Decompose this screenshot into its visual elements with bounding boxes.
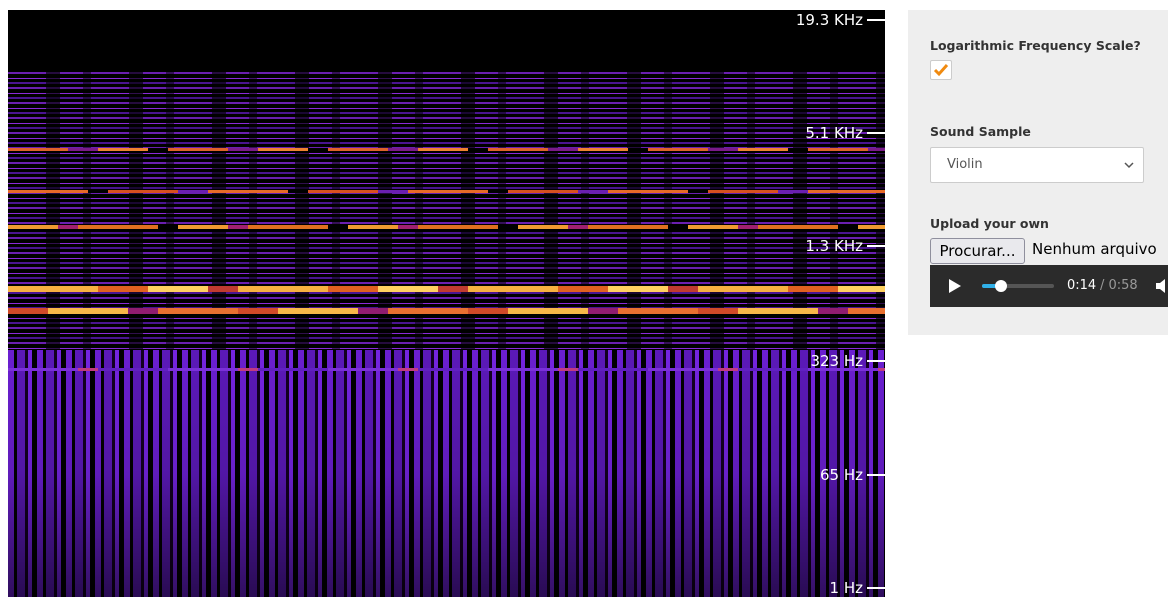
- current-time: 0:14: [1067, 278, 1096, 293]
- frequency-label: 1 Hz: [830, 579, 863, 597]
- harmonic-band: [8, 148, 885, 151]
- audio-player: 0:14 / 0:58: [930, 265, 1168, 307]
- harmonic-band: [8, 225, 885, 229]
- frequency-label: 323 Hz: [810, 352, 863, 370]
- frequency-tick: [867, 19, 885, 21]
- frequency-label: 5.1 KHz: [805, 124, 863, 142]
- log-scale-label: Logarithmic Frequency Scale?: [930, 38, 1141, 53]
- seek-thumb[interactable]: [995, 280, 1007, 292]
- harmonic-band: [8, 368, 885, 371]
- frequency-tick: [867, 245, 885, 247]
- upload-label: Upload your own: [930, 216, 1049, 231]
- frequency-label: 65 Hz: [820, 466, 863, 484]
- no-file-text: Nenhum arquivo: [1032, 240, 1157, 258]
- sound-sample-label: Sound Sample: [930, 124, 1031, 139]
- harmonic-band: [8, 286, 885, 292]
- duration: / 0:58: [1100, 278, 1138, 293]
- frequency-tick: [867, 587, 885, 589]
- volume-button[interactable]: [1156, 278, 1168, 294]
- frequency-tick: [867, 474, 885, 476]
- frequency-tick: [867, 132, 885, 134]
- control-panel: Logarithmic Frequency Scale? Sound Sampl…: [908, 10, 1168, 335]
- play-button[interactable]: [948, 279, 962, 293]
- frequency-label: 19.3 KHz: [796, 11, 863, 29]
- frequency-tick: [867, 360, 885, 362]
- sound-sample-select[interactable]: Violin: [930, 147, 1144, 183]
- spectrogram-lower: [8, 350, 885, 597]
- checkmark: [931, 61, 951, 79]
- harmonic-band: [8, 308, 885, 314]
- spectrogram: 19.3 KHz 5.1 KHz 1.3 KHz 323 Hz 65 Hz 1 …: [8, 10, 885, 597]
- log-scale-checkbox[interactable]: [930, 60, 952, 80]
- page: 19.3 KHz 5.1 KHz 1.3 KHz 323 Hz 65 Hz 1 …: [0, 0, 1168, 597]
- harmonic-band: [8, 190, 885, 193]
- frequency-label: 1.3 KHz: [805, 237, 863, 255]
- select-value: Violin: [947, 157, 983, 172]
- browse-button[interactable]: Procurar...: [930, 238, 1025, 264]
- select-arrow: [1123, 160, 1135, 170]
